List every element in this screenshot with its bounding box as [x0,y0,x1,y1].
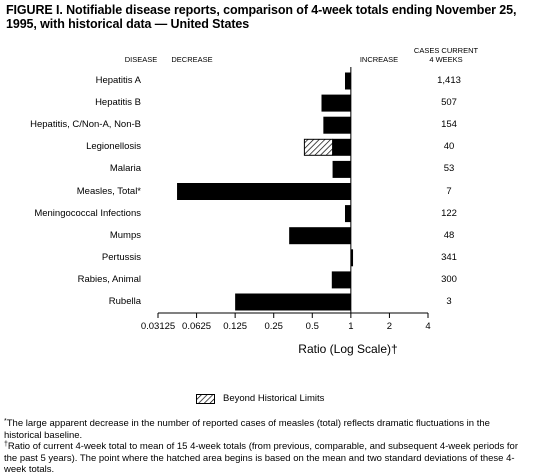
cases-value-7: 48 [443,229,455,241]
bar-5 [177,183,351,200]
x-axis-label: Ratio (Log Scale)† [298,342,398,356]
cases-value-9: 300 [441,273,457,285]
cases-value-8: 341 [441,251,457,263]
x-tick-label-3: 0.25 [264,321,283,332]
legend-label: Beyond Historical Limits [223,393,325,404]
bar-7 [289,227,351,245]
figure-title: FIGURE I. Notifiable disease reports, co… [6,3,517,31]
bar-9 [331,271,351,289]
disease-label-9: Rabies, Animal [77,273,141,285]
header-cases-line2: 4 WEEKS [429,55,463,64]
disease-label-5: Measles, Total* [76,185,141,197]
cases-value-3: 40 [443,141,455,153]
disease-label-1: Hepatitis B [95,97,141,109]
bar-2 [323,116,351,134]
header-increase: INCREASE [359,55,399,64]
bar-8 [350,249,354,267]
cases-value-1: 507 [441,97,457,109]
footnote-star-text: The large apparent decrease in the numbe… [4,418,490,441]
disease-label-8: Pertussis [101,251,141,263]
footnote-dagger-text: Ratio of current 4-week total to mean of… [4,441,519,475]
disease-label-0: Hepatitis A [95,75,141,86]
cases-value-10: 3 [446,296,452,307]
footnote-star: *The large apparent decrease in the numb… [4,418,528,441]
bar-hatched-3 [303,138,334,156]
footnotes: *The large apparent decrease in the numb… [4,418,528,476]
footnote-dagger-mark: † [4,441,8,448]
disease-label-7: Mumps [109,229,141,241]
x-tick-label-6: 2 [386,321,393,332]
x-tick-label-0: 0.03125 [140,321,176,332]
x-tick-label-4: 0.5 [305,321,319,332]
disease-label-10: Rubella [108,296,141,307]
disease-label-3: Legionellosis [86,141,141,153]
bar-6 [344,205,351,223]
bar-4 [332,160,351,178]
bar-0 [344,72,351,90]
cases-value-2: 154 [441,119,457,131]
x-tick-label-7: 4 [425,321,431,332]
header-decrease: DECREASE [171,55,213,64]
cases-value-4: 53 [443,163,455,175]
header-cases-line1: CASES CURRENT [413,46,479,55]
disease-label-2: Hepatitis, C/Non-A, Non-B [30,119,141,131]
x-tick-label-5: 1 [348,321,354,332]
footnote-dagger: †Ratio of current 4-week total to mean o… [4,441,528,476]
bar-1 [321,94,351,112]
x-tick-label-2: 0.125 [223,321,248,332]
header-disease: DISEASE [124,55,158,64]
legend-hatch-swatch [196,394,215,404]
ratio-bar-chart [157,67,429,318]
disease-label-4: Malaria [109,163,141,175]
footnote-star-mark: * [4,418,7,425]
cases-value-0: 1,413 [437,75,461,86]
cases-value-5: 7 [446,185,452,197]
x-tick-label-1: 0.0625 [182,321,212,332]
bar-3 [332,138,351,156]
disease-label-6: Meningococcal Infections [34,207,141,219]
bar-10 [235,293,351,311]
cases-value-6: 122 [441,207,457,219]
